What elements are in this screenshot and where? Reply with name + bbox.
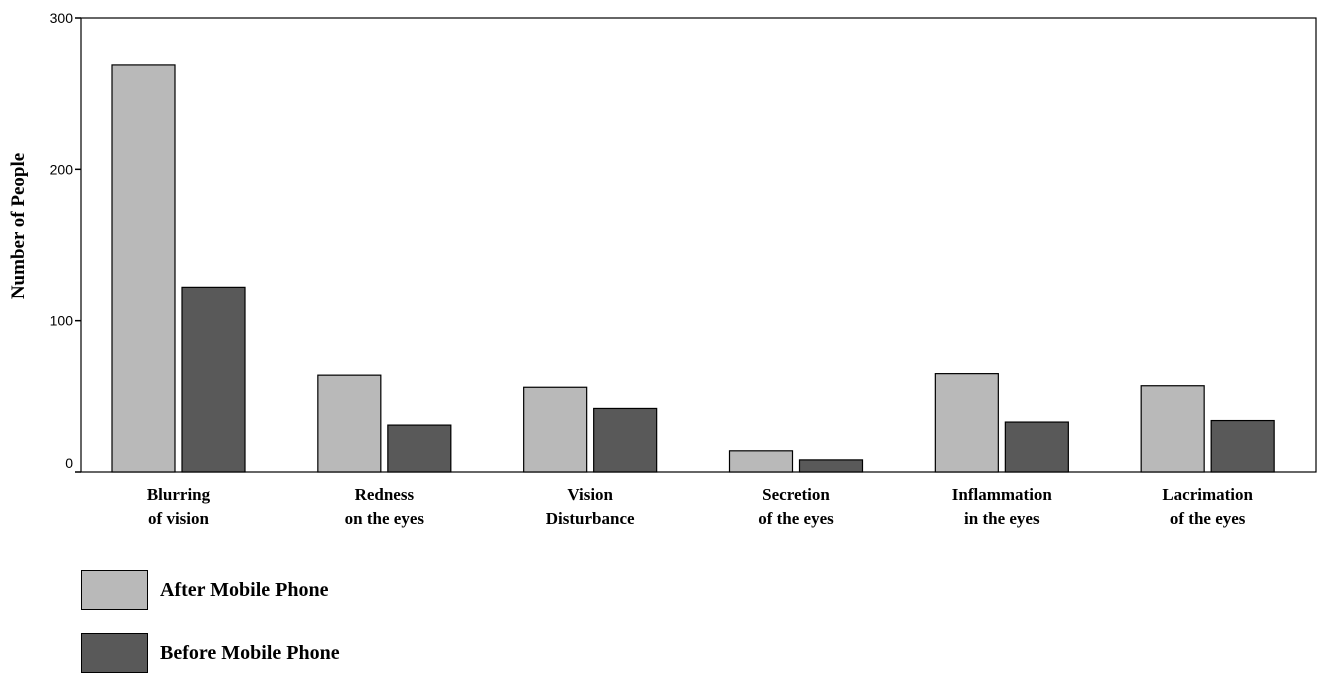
y-tick-label: 100 [50, 313, 74, 329]
y-axis-title: Number of People [8, 153, 29, 299]
y-tick-label: 300 [50, 10, 74, 26]
bar-after [111, 64, 176, 473]
y-tick-label: 0 [65, 455, 73, 471]
x-axis-labels: Blurring of vision Redness on the eyes Visio… [147, 485, 1254, 528]
bar-before [387, 424, 452, 473]
legend-item-before: Before Mobile Phone [81, 631, 340, 675]
plot-border [80, 17, 1317, 473]
plot-frame [80, 17, 1317, 473]
bar-before [798, 459, 864, 473]
legend-swatch-before [81, 633, 148, 673]
x-tick-label: Secretion of the eyes [758, 485, 834, 528]
y-axis-ticks: 0 100 200 300 [50, 10, 81, 473]
bar-after [728, 450, 794, 473]
x-tick-label: Lacrimation of the eyes [1162, 485, 1253, 528]
bar-after [523, 386, 588, 473]
bar-after [317, 374, 382, 473]
bar-before [1004, 421, 1069, 473]
bar-before [1210, 419, 1275, 473]
legend-label-before: Before Mobile Phone [160, 641, 340, 664]
x-tick-label: Vision Disturbance [546, 485, 635, 528]
x-tick-label: Redness on the eyes [345, 485, 425, 528]
bar-after [1140, 385, 1205, 473]
legend-item-after: After Mobile Phone [81, 568, 340, 612]
bar-after [934, 373, 999, 473]
bar-before [181, 286, 246, 473]
x-tick-label: Blurring of vision [147, 485, 211, 528]
y-tick-label: 200 [50, 161, 74, 177]
legend-swatch-after [81, 570, 148, 610]
bar-before [593, 407, 658, 473]
x-tick-label: Inflammation in the eyes [952, 485, 1053, 528]
legend: After Mobile Phone Before Mobile Phone [81, 568, 340, 694]
legend-label-after: After Mobile Phone [160, 578, 329, 601]
bar-chart: 0 100 200 300 Blurring of vision Redness on th… [8, 10, 1317, 528]
bars-group [111, 64, 1275, 473]
